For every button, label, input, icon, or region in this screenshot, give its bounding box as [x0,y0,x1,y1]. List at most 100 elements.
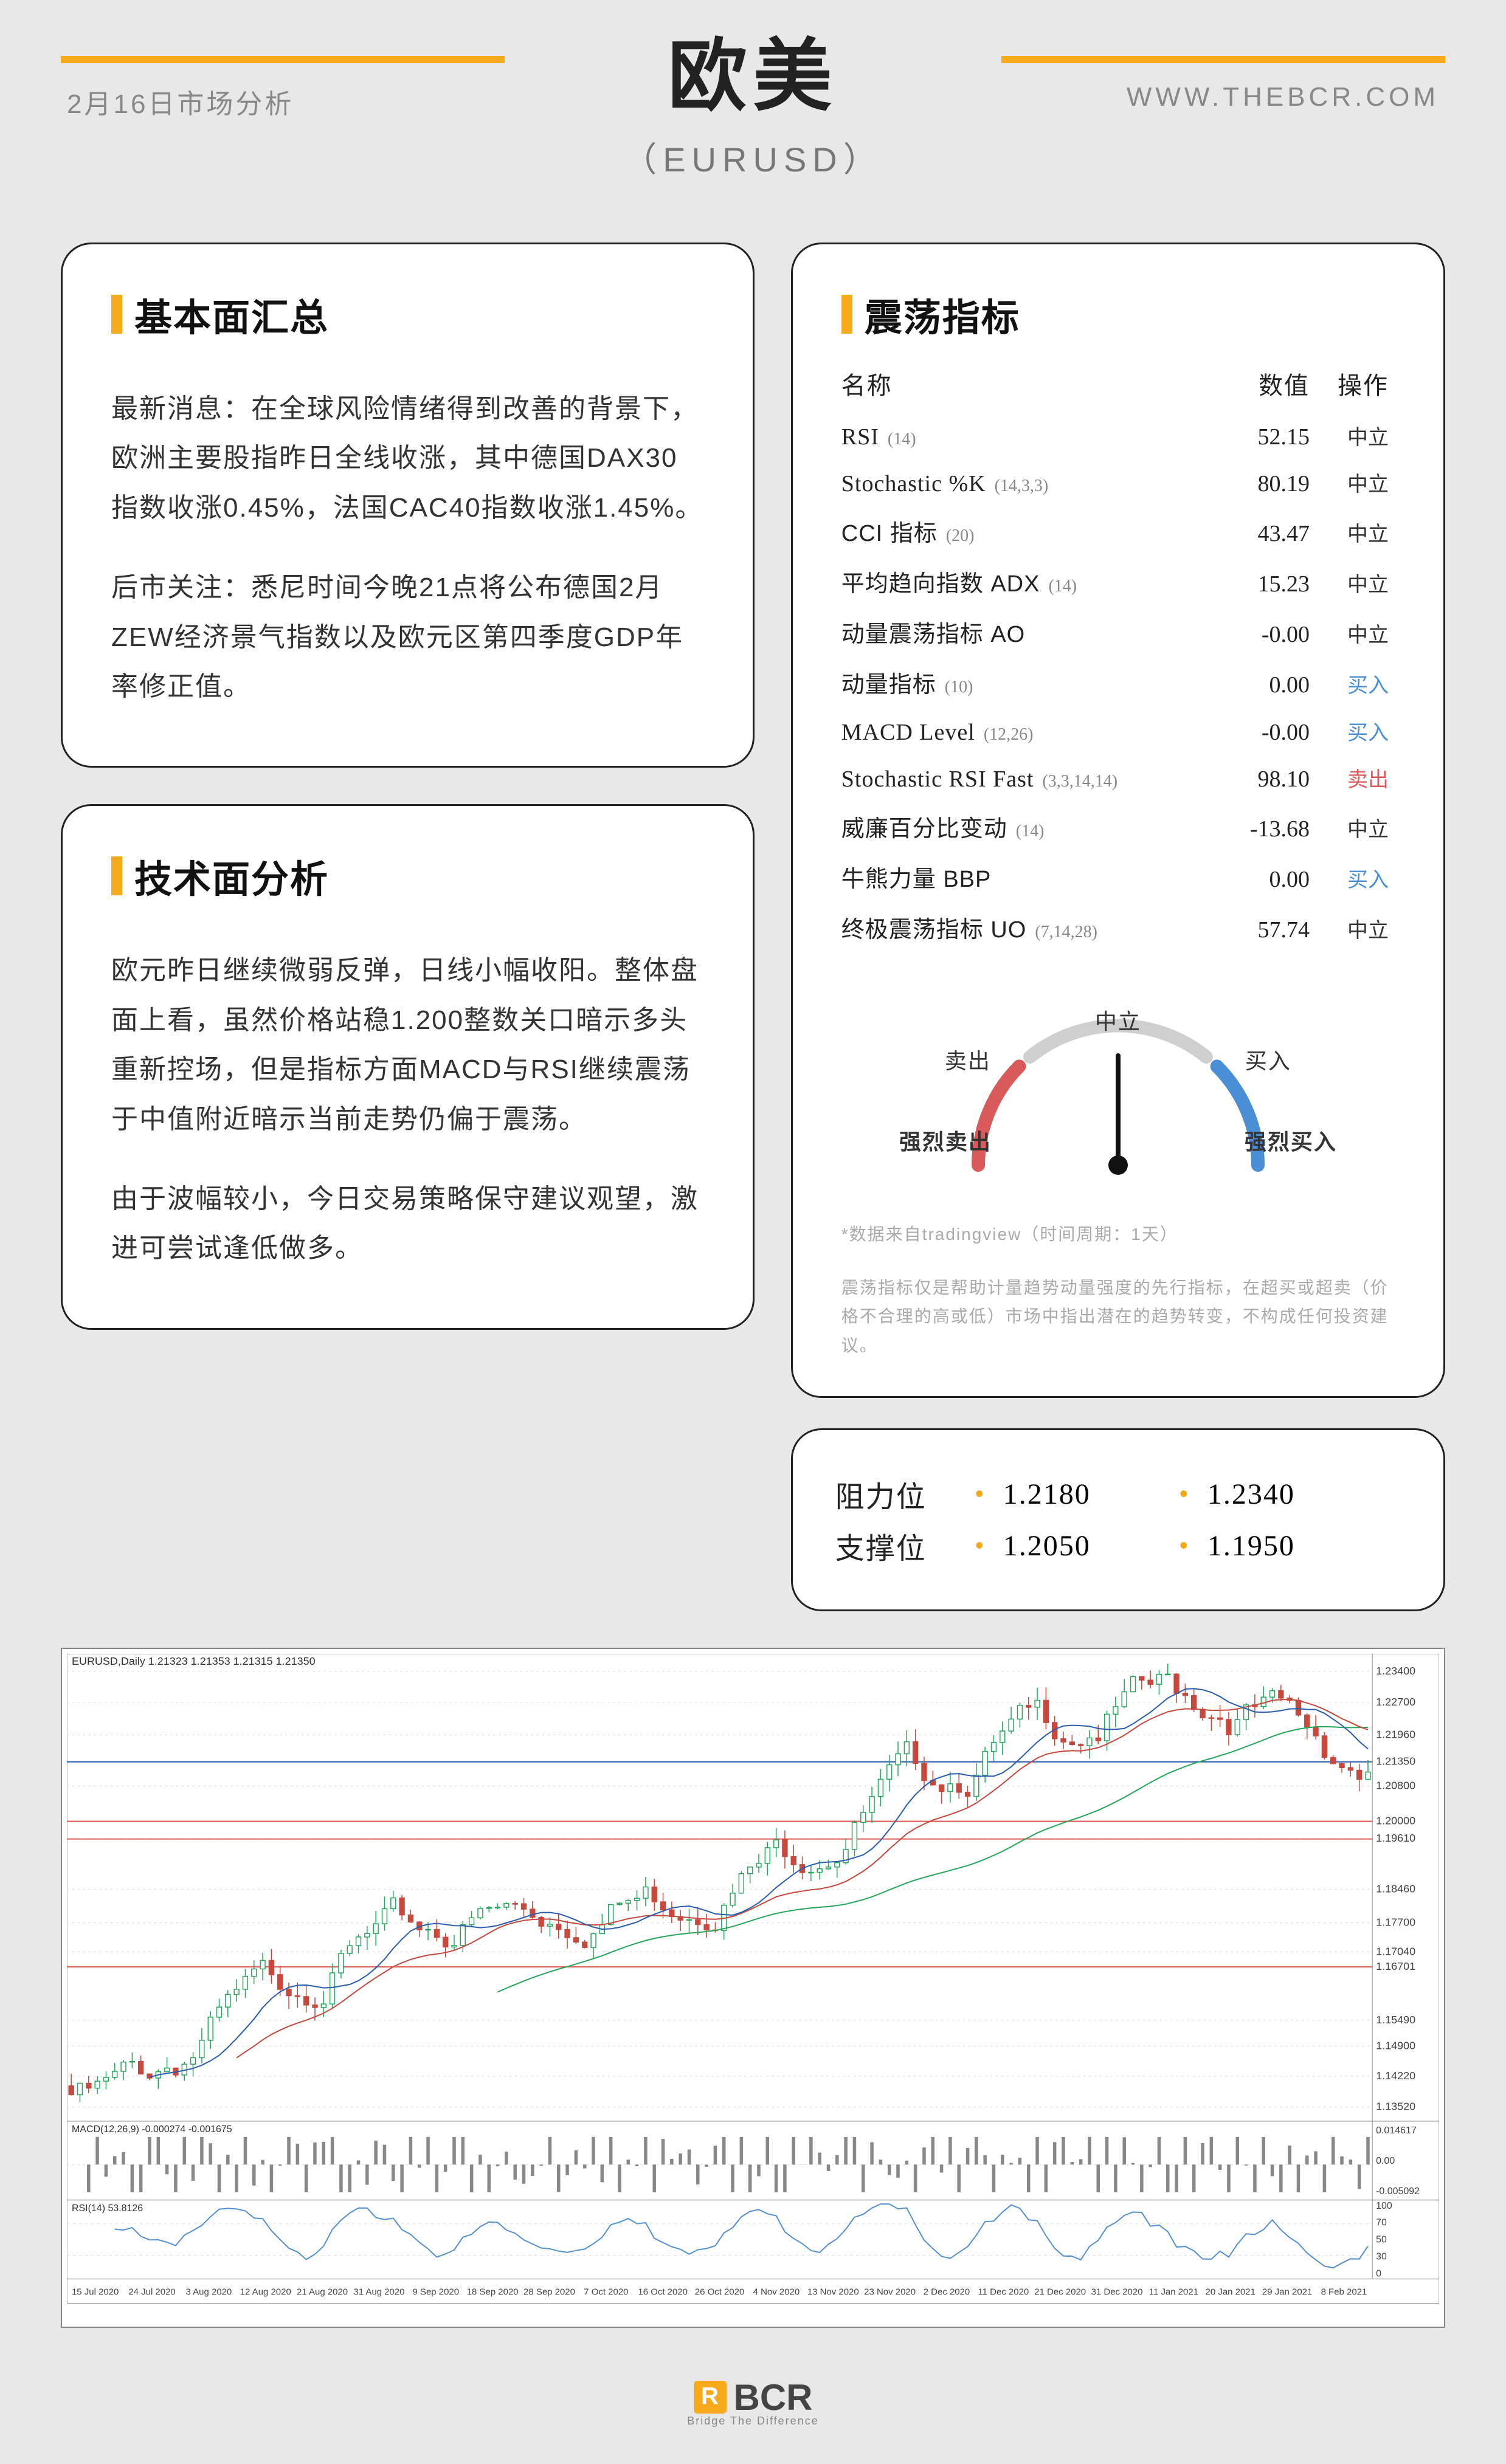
svg-text:1.23400: 1.23400 [1376,1665,1415,1677]
accent-bar-icon [111,856,122,895]
dot-icon: • [975,1532,985,1560]
support-1: 1.2050 [1003,1529,1125,1563]
svg-text:11 Jan 2021: 11 Jan 2021 [1149,2287,1198,2297]
svg-text:16 Oct 2020: 16 Oct 2020 [638,2287,688,2297]
svg-text:15 Jul 2020: 15 Jul 2020 [72,2287,119,2297]
accent-bar-icon [111,295,122,334]
svg-text:70: 70 [1376,2218,1387,2228]
svg-text:21 Dec 2020: 21 Dec 2020 [1034,2287,1086,2297]
disclaimer-2: 震荡指标仅是帮助计量趋势动量强度的先行指标，在超买或超卖（价格不合理的高或低）市… [841,1273,1395,1360]
svg-text:18 Sep 2020: 18 Sep 2020 [467,2287,519,2297]
indicator-row: MACD Level(12,26) -0.00 买入 [841,707,1395,754]
brand-name: BCR [734,2376,813,2418]
logo-icon [694,2381,727,2414]
gauge-label-sell: 卖出 [945,1044,991,1075]
resistance-label: 阻力位 [835,1473,957,1515]
support-2: 1.1950 [1207,1529,1329,1563]
page-title: 欧美 [668,12,838,126]
support-label: 支撑位 [835,1524,957,1567]
svg-text:13 Nov 2020: 13 Nov 2020 [807,2287,859,2297]
svg-text:29 Jan 2021: 29 Jan 2021 [1262,2287,1312,2297]
svg-text:20 Jan 2021: 20 Jan 2021 [1206,2287,1256,2297]
svg-text:0: 0 [1376,2269,1381,2279]
page-subtitle: （EURUSD） [623,132,883,182]
resistance-1: 1.2180 [1003,1478,1125,1511]
indicator-row: 动量指标(10) 0.00 买入 [841,657,1395,707]
indicator-row: Stochastic %K(14,3,3) 80.19 中立 [841,459,1395,506]
indicator-row: 牛熊力量 BBP 0.00 买入 [841,852,1395,902]
svg-text:1.15490: 1.15490 [1376,2014,1415,2026]
svg-text:1.20800: 1.20800 [1376,1780,1415,1792]
svg-text:50: 50 [1376,2235,1387,2245]
fundamental-p1: 最新消息：在全球风险情绪得到改善的背景下，欧洲主要股指昨日全线收涨，其中德国DA… [111,384,704,532]
svg-text:12 Aug 2020: 12 Aug 2020 [240,2287,291,2297]
svg-text:EURUSD,Daily 1.21323 1.21353 1: EURUSD,Daily 1.21323 1.21353 1.21315 1.2… [72,1655,316,1667]
technical-p1: 欧元昨日继续微弱反弹，日线小幅收阳。整体盘面上看，虽然价格站稳1.200整数关口… [111,946,704,1144]
gauge-label-buy: 买入 [1245,1044,1291,1075]
svg-text:1.17040: 1.17040 [1376,1946,1415,1958]
dot-icon: • [1180,1532,1189,1560]
indicator-table-head: 名称 数值 操作 [841,366,1395,401]
svg-text:31 Aug 2020: 31 Aug 2020 [353,2287,404,2297]
svg-text:24 Jul 2020: 24 Jul 2020 [128,2287,175,2297]
svg-text:23 Nov 2020: 23 Nov 2020 [864,2287,916,2297]
svg-text:28 Sep 2020: 28 Sep 2020 [523,2287,575,2297]
svg-text:1.14900: 1.14900 [1376,2040,1415,2052]
svg-text:1.22700: 1.22700 [1376,1696,1415,1708]
indicator-row: 动量震荡指标 AO -0.00 中立 [841,607,1395,657]
svg-text:1.14220: 1.14220 [1376,2070,1415,2082]
oscillator-title: 震荡指标 [865,287,1020,342]
svg-text:1.19610: 1.19610 [1376,1832,1415,1844]
accent-bar-icon [841,295,852,334]
website-label: WWW.THEBCR.COM [1127,82,1439,112]
resistance-2: 1.2340 [1207,1478,1329,1511]
fundamental-title: 基本面汇总 [134,287,329,342]
svg-text:8 Feb 2021: 8 Feb 2021 [1321,2287,1367,2297]
svg-text:3 Aug 2020: 3 Aug 2020 [186,2287,232,2297]
sentiment-gauge: 中立 卖出 买入 强烈卖出 强烈买入 [911,989,1325,1196]
svg-text:30: 30 [1376,2252,1387,2262]
dot-icon: • [975,1481,985,1508]
svg-text:31 Dec 2020: 31 Dec 2020 [1091,2287,1143,2297]
svg-text:11 Dec 2020: 11 Dec 2020 [978,2287,1029,2297]
gauge-label-strong-buy: 强烈买入 [1245,1124,1337,1156]
svg-text:-0.005092: -0.005092 [1376,2186,1420,2197]
disclaimer-1: *数据来自tradingview（时间周期：1天） [841,1220,1395,1249]
svg-text:21 Aug 2020: 21 Aug 2020 [297,2287,348,2297]
price-chart: EURUSD,Daily 1.21323 1.21353 1.21315 1.2… [61,1648,1445,2328]
indicator-row: 威廉百分比变动(14) -13.68 中立 [841,801,1395,852]
date-label: 2月16日市场分析 [67,82,294,121]
svg-text:1.21960: 1.21960 [1376,1729,1415,1741]
technical-title: 技术面分析 [134,848,329,903]
fundamental-p2: 后市关注：悉尼时间今晚21点将公布德国2月ZEW经济景气指数以及欧元区第四季度G… [111,563,704,711]
svg-text:1.17700: 1.17700 [1376,1916,1415,1929]
svg-text:9 Sep 2020: 9 Sep 2020 [413,2287,460,2297]
svg-text:1.13520: 1.13520 [1376,2101,1415,2113]
indicator-row: 终极震荡指标 UO(7,14,28) 57.74 中立 [841,902,1395,952]
technical-card: 技术面分析 欧元昨日继续微弱反弹，日线小幅收阳。整体盘面上看，虽然价格站稳1.2… [61,804,755,1329]
fundamental-card: 基本面汇总 最新消息：在全球风险情绪得到改善的背景下，欧洲主要股指昨日全线收涨，… [61,243,755,768]
indicator-row: Stochastic RSI Fast(3,3,14,14) 98.10 卖出 [841,754,1395,801]
svg-text:2 Dec 2020: 2 Dec 2020 [924,2287,970,2297]
svg-text:1.18460: 1.18460 [1376,1883,1415,1895]
svg-text:1.20000: 1.20000 [1376,1815,1415,1827]
dot-icon: • [1180,1481,1189,1508]
header-bar: 欧美 （EURUSD） 2月16日市场分析 WWW.THEBCR.COM [0,0,1506,218]
svg-text:26 Oct 2020: 26 Oct 2020 [695,2287,745,2297]
svg-text:1.21350: 1.21350 [1376,1755,1415,1767]
svg-text:1.16701: 1.16701 [1376,1960,1415,1972]
indicator-row: 平均趋向指数 ADX(14) 15.23 中立 [841,556,1395,607]
svg-text:RSI(14) 53.8126: RSI(14) 53.8126 [72,2203,143,2214]
svg-text:MACD(12,26,9) -0.000274 -0.001: MACD(12,26,9) -0.000274 -0.001675 [72,2124,232,2135]
indicator-row: CCI 指标(20) 43.47 中立 [841,506,1395,556]
levels-card: 阻力位 • 1.2180 • 1.2340 支撑位 • 1.2050 • 1.1… [791,1428,1445,1611]
svg-text:0.00: 0.00 [1376,2156,1395,2166]
technical-p2: 由于波幅较小，今日交易策略保守建议观望，激进可尝试逢低做多。 [111,1174,704,1273]
indicator-row: RSI(14) 52.15 中立 [841,412,1395,459]
gauge-label-neutral: 中立 [1095,1004,1141,1036]
gauge-label-strong-sell: 强烈卖出 [899,1124,992,1156]
svg-text:0.014617: 0.014617 [1376,2125,1417,2136]
svg-text:7 Oct 2020: 7 Oct 2020 [584,2287,628,2297]
oscillator-card: 震荡指标 名称 数值 操作 RSI(14) 52.15 中立 Stochasti… [791,243,1445,1398]
svg-text:100: 100 [1376,2201,1392,2211]
